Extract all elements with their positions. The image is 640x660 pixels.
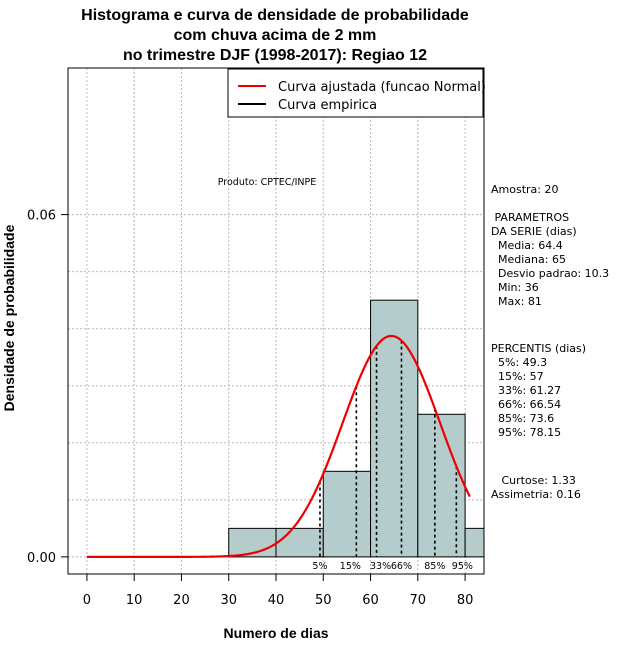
percentile-label-15%: 15%	[340, 561, 361, 572]
stat-parametros-title: PARAMETROS	[491, 211, 569, 224]
x-tick-label-50: 50	[315, 593, 332, 608]
stat-amostra: Amostra: 20	[491, 183, 558, 196]
stat-p95: 95%: 78.15	[491, 426, 561, 439]
percentile-label-85%: 85%	[424, 561, 445, 572]
x-tick-label-40: 40	[268, 593, 285, 608]
normal-curve-layer	[86, 334, 471, 558]
stat-desvio: Desvio padrao: 10.3	[491, 267, 609, 280]
y-tick-label-0: 0.00	[27, 551, 56, 566]
grid-layer	[68, 68, 484, 574]
percentile-label-5%: 5%	[312, 561, 327, 572]
x-tick-label-10: 10	[126, 593, 143, 608]
x-tick-label-20: 20	[173, 593, 190, 608]
stat-media: Media: 64.4	[491, 239, 563, 252]
stat-min: Min: 36	[491, 281, 539, 294]
stat-percentis-title: PERCENTIS (dias)	[491, 342, 586, 355]
product-annotation: Produto: CPTEC/INPE	[218, 177, 317, 188]
axes-layer: 0 10 20 30 40 50 60 70 80 0.00 0.06	[27, 209, 473, 608]
percentile-label-66%: 66%	[391, 561, 412, 572]
normal-fit-curve	[86, 334, 471, 558]
chart-title-line-2: com chuva acima de 2 mm	[174, 27, 377, 44]
stat-p66: 66%: 66.54	[491, 398, 561, 411]
legend-label-empirical: Curva empirica	[278, 98, 377, 113]
histogram-bar-3	[370, 299, 419, 558]
x-axis-label: Numero de dias	[223, 625, 328, 641]
chart-title-line-3: no trimestre DJF (1998-2017): Regiao 12	[123, 47, 427, 64]
y-tick-label-1: 0.06	[27, 209, 56, 224]
legend-box	[227, 68, 484, 118]
histogram-bar-1	[275, 527, 324, 558]
stat-p15: 15%: 57	[491, 370, 544, 383]
stats-panel: Amostra: 20 PARAMETROS DA SERIE (dias) M…	[491, 183, 609, 501]
histogram-bar-5	[464, 527, 485, 558]
stat-parametros-subtitle: DA SERIE (dias)	[491, 225, 577, 238]
legend-label-normal: Curva ajustada (funcao Normal)	[278, 80, 486, 95]
stat-mediana: Mediana: 65	[491, 253, 566, 266]
legend: Curva ajustada (funcao Normal) Curva emp…	[227, 68, 486, 118]
histogram-bar-4	[417, 413, 466, 558]
stat-assimetria: Assimetria: 0.16	[491, 488, 581, 501]
percentile-label-95%: 95%	[452, 561, 473, 572]
x-tick-label-0: 0	[83, 593, 91, 608]
x-tick-label-70: 70	[410, 593, 427, 608]
percentile-markers: 5% 15% 33% 66% 85% 95%	[312, 340, 473, 572]
x-tick-label-30: 30	[220, 593, 237, 608]
stat-p33: 33%: 61.27	[491, 384, 561, 397]
stat-p85: 85%: 73.6	[491, 412, 554, 425]
y-axis-label: Densidade de probabilidade	[1, 224, 17, 411]
stat-p5: 5%: 49.3	[491, 356, 547, 369]
x-tick-label-60: 60	[362, 593, 379, 608]
histogram-bar-2	[322, 470, 372, 558]
percentile-label-33%: 33%	[370, 561, 391, 572]
chart-title-line-1: Histograma e curva de densidade de proba…	[81, 7, 469, 24]
stat-curtose: Curtose: 1.33	[491, 474, 576, 487]
stat-max: Max: 81	[491, 295, 542, 308]
x-tick-label-80: 80	[457, 593, 474, 608]
